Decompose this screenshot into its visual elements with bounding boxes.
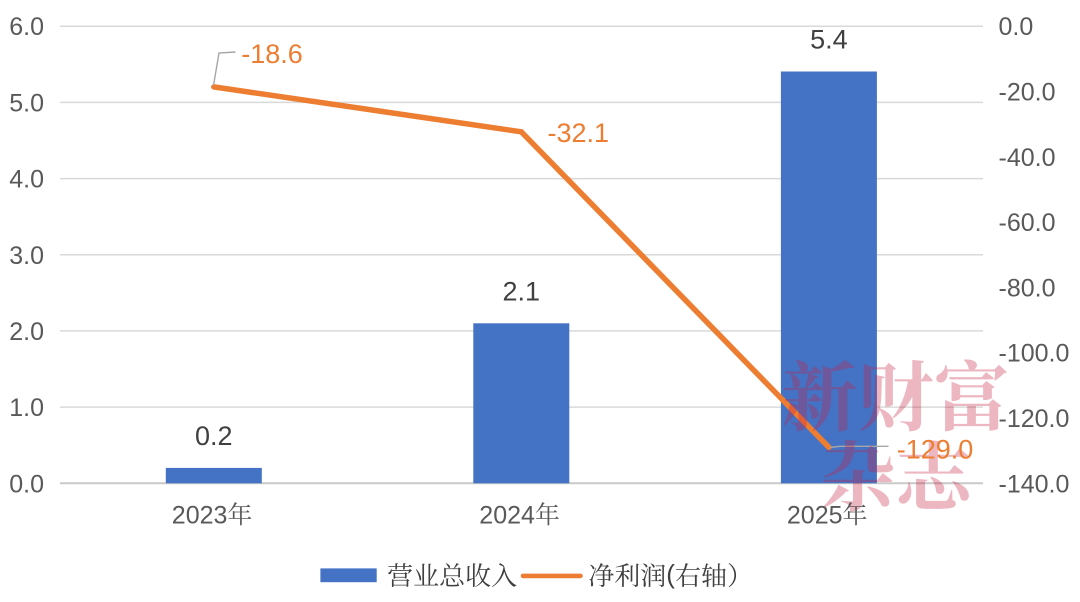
svg-text:2.1: 2.1 <box>503 276 541 306</box>
svg-text:-100.0: -100.0 <box>999 340 1070 368</box>
svg-text:-40.0: -40.0 <box>999 144 1056 172</box>
svg-text:-80.0: -80.0 <box>999 274 1056 302</box>
svg-text:-129.0: -129.0 <box>897 434 974 464</box>
svg-text:-60.0: -60.0 <box>999 209 1056 237</box>
svg-text:5.4: 5.4 <box>810 25 848 55</box>
svg-text:2024: 2024 <box>479 502 535 530</box>
svg-text:0.0: 0.0 <box>9 470 44 498</box>
svg-text:(: ( <box>666 559 675 589</box>
svg-text:5.0: 5.0 <box>9 89 44 117</box>
svg-text:-140.0: -140.0 <box>999 470 1070 498</box>
svg-text:0.0: 0.0 <box>999 13 1034 41</box>
svg-text:3.0: 3.0 <box>9 242 44 270</box>
svg-text:-20.0: -20.0 <box>999 79 1056 107</box>
svg-text:-32.1: -32.1 <box>548 118 610 148</box>
svg-text:0.2: 0.2 <box>195 421 233 451</box>
svg-text:1.0: 1.0 <box>9 394 44 422</box>
svg-text:2023: 2023 <box>172 502 228 530</box>
svg-text:6.0: 6.0 <box>9 13 44 41</box>
svg-text:-18.6: -18.6 <box>241 39 303 69</box>
svg-text:4.0: 4.0 <box>9 166 44 194</box>
svg-text:2025: 2025 <box>787 502 843 530</box>
svg-text:-120.0: -120.0 <box>999 405 1070 433</box>
svg-text:2.0: 2.0 <box>9 318 44 346</box>
